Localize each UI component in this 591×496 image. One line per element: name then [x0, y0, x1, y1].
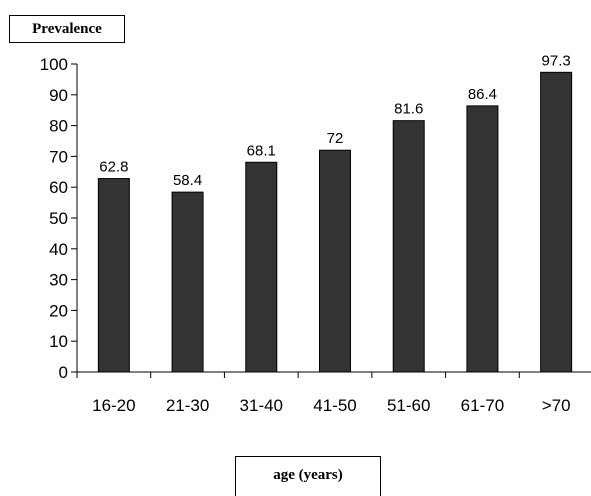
x-tick-label: 31-40 [240, 396, 283, 415]
data-label: 81.6 [394, 101, 423, 118]
y-tick-label: 90 [49, 86, 68, 105]
y-tick-label: 80 [49, 117, 68, 136]
y-tick-label: 50 [49, 209, 68, 228]
bar [171, 191, 204, 373]
x-axis: 16-20 21-30 31-40 41-50 51-60 61-70 >70 [76, 371, 591, 415]
x-tick-label: 21-30 [166, 396, 209, 415]
data-label: 86.4 [468, 86, 497, 103]
y-tick-label: 10 [49, 332, 68, 351]
data-labels: 62.8 58.4 68.1 72 81.6 86.4 97.3 [99, 52, 570, 189]
y-tick-label: 20 [49, 301, 68, 320]
y-axis: 0 10 20 30 40 50 60 70 80 90 100 [40, 55, 78, 382]
y-tick-label: 30 [49, 271, 68, 290]
y-tick-label: 100 [40, 55, 68, 74]
x-axis-title: age (years) [235, 456, 381, 496]
x-tick-label: 41-50 [313, 396, 356, 415]
data-label: 62.8 [99, 159, 128, 176]
y-axis-title: Prevalence [9, 15, 125, 43]
bar [392, 120, 425, 373]
bars [97, 71, 573, 373]
x-tick-label: 16-20 [92, 396, 135, 415]
bar [540, 71, 573, 373]
bar [319, 149, 351, 373]
data-label: 72 [327, 130, 344, 147]
data-label: 97.3 [542, 52, 571, 69]
x-tick-label: >70 [542, 396, 571, 415]
y-tick-label: 70 [49, 147, 68, 166]
x-tick-label: 61-70 [461, 396, 504, 415]
y-tick-label: 40 [49, 240, 68, 259]
y-tick-label: 60 [49, 178, 68, 197]
y-tick-label: 0 [59, 363, 68, 382]
data-label: 58.4 [173, 172, 202, 189]
bar [97, 178, 130, 373]
x-tick-label: 51-60 [387, 396, 430, 415]
bar [245, 161, 278, 373]
bar [466, 105, 499, 373]
data-label: 68.1 [247, 142, 276, 159]
